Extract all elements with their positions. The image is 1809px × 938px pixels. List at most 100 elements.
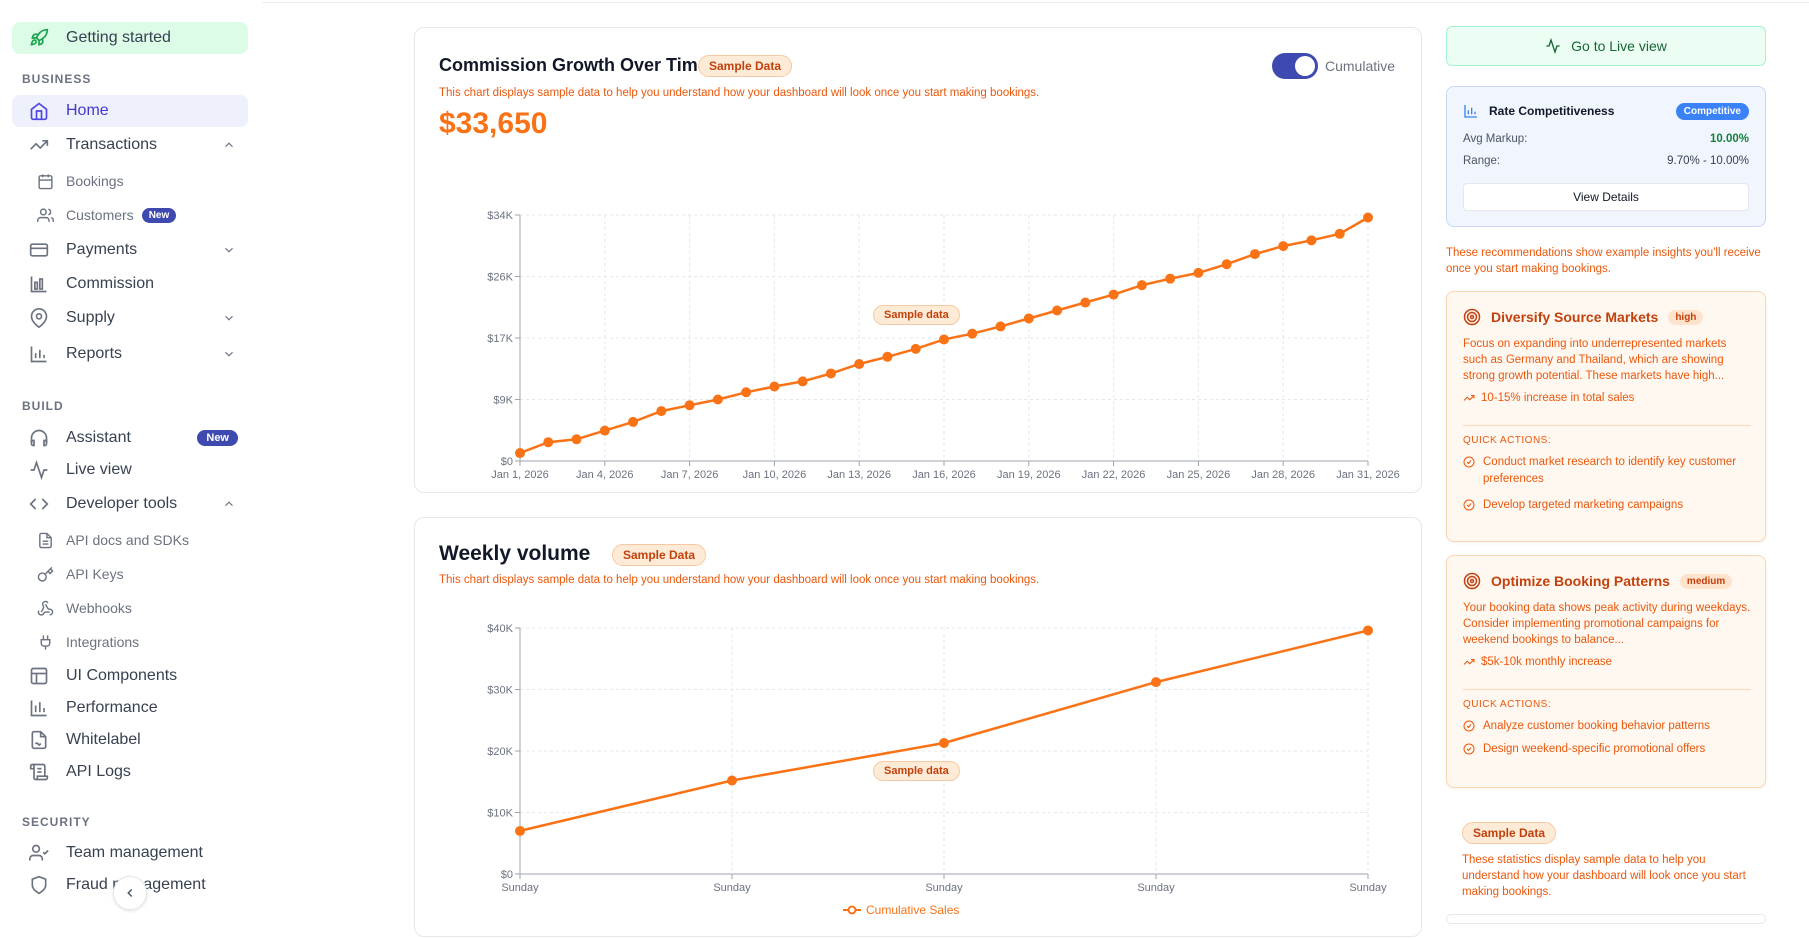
trending-up-icon [28,134,50,156]
sidebar-item-whitelabel[interactable]: Whitelabel [12,724,248,756]
chevron-left-icon [127,888,133,898]
sidebar-item-label: Payments [66,241,138,258]
quick-action-item[interactable]: Analyze customer booking behavior patter… [1463,718,1751,735]
data-point [1363,625,1373,636]
cumulative-toggle[interactable] [1272,53,1318,79]
data-point [825,368,836,379]
sidebar-item-label: Customers [66,207,134,223]
sidebar-item-performance[interactable]: Performance [12,692,248,724]
sidebar-item-assistant[interactable]: Assistant New [12,422,248,454]
sidebar-item-ui-components[interactable]: UI Components [12,660,248,692]
data-point [797,376,808,387]
sidebar-item-customers[interactable]: Customers New [28,199,248,231]
sidebar-item-label: Developer tools [66,495,178,512]
chevron-down-icon[interactable] [222,311,236,325]
quick-action-text: Conduct market research to identify key … [1483,456,1737,485]
chevron-down-icon[interactable] [222,347,236,361]
data-point [1363,212,1373,223]
y-tick-label: $0 [501,869,513,881]
code-icon [28,493,50,515]
sidebar-item-label: Getting started [66,29,171,46]
quick-actions-label: QUICK ACTIONS: [1463,699,1552,710]
x-tick-label: Jan 28, 2026 [1251,469,1315,481]
x-tick-label: Jan 7, 2026 [661,469,719,481]
recommendation-title: Diversify Source Markets [1491,309,1659,325]
view-details-button[interactable]: View Details [1463,183,1749,211]
check-circle-icon [1463,499,1475,511]
sidebar-item-home[interactable]: Home [12,95,248,127]
sidebar-item-supply[interactable]: Supply [12,302,248,334]
data-point [628,416,639,427]
sidebar-item-commission[interactable]: Commission [12,268,248,300]
data-point [1136,280,1147,291]
commission-total: $33,650 [439,107,548,140]
data-point [684,400,695,411]
y-tick-label: $17K [487,333,513,345]
sidebar-item-reports[interactable]: Reports [12,338,248,370]
user-check-icon [28,842,50,864]
card-title: Weekly volume [439,542,591,565]
sidebar-item-api-logs[interactable]: API Logs [12,756,248,788]
chart-icon [28,343,50,365]
sidebar-item-getting-started[interactable]: Getting started [12,22,248,54]
x-tick-label: Jan 25, 2026 [1167,469,1231,481]
sample-data-note: This chart displays sample data to help … [439,87,1040,99]
recommendation-title: Optimize Booking Patterns [1491,573,1670,589]
quick-action-item[interactable]: Design weekend-specific promotional offe… [1463,741,1751,758]
sidebar-item-live-view[interactable]: Live view [12,454,248,486]
card-title: Commission Growth Over Time [439,55,708,75]
data-point [1151,677,1161,688]
data-point [1249,249,1260,260]
data-point [1193,267,1204,278]
weekly-volume-line-chart: $0 $10K $20K $30K $40K Sunday Sunday Sunday Sund… [487,623,1387,917]
go-to-live-view-button[interactable]: Go to Live view [1446,26,1766,66]
data-point [1306,235,1317,246]
sidebar-item-integrations[interactable]: Integrations [28,626,248,658]
avg-markup-label: Avg Markup: [1463,133,1528,145]
sidebar-item-webhooks[interactable]: Webhooks [28,592,248,624]
y-tick-label: $26K [487,272,513,284]
sidebar-item-label: Webhooks [66,600,132,616]
statistics-card [1446,914,1766,924]
sidebar-item-api-keys[interactable]: API Keys [28,558,248,590]
chevron-up-icon[interactable] [222,497,236,511]
sidebar-item-api-docs[interactable]: API docs and SDKs [28,524,248,556]
quick-action-item[interactable]: Conduct market research to identify key … [1463,454,1751,488]
bar-chart-icon [28,697,50,719]
sidebar-item-bookings[interactable]: Bookings [28,165,248,197]
plug-icon [36,633,54,651]
data-point [515,448,525,459]
collapse-sidebar-button[interactable] [113,876,147,910]
quick-action-text: Develop targeted marketing campaigns [1483,499,1684,511]
new-badge: New [141,207,177,223]
range-label: Range: [1463,155,1501,167]
data-point [939,738,949,749]
layout-icon [28,665,50,687]
data-point [939,334,949,345]
legend-label: Cumulative Sales [866,903,959,917]
sidebar-item-transactions[interactable]: Transactions [12,129,248,161]
range-row: Range: 9.70% - 10.00% [1463,155,1749,167]
sidebar-item-payments[interactable]: Payments [12,234,248,266]
data-point [599,425,610,436]
sidebar-item-developer-tools[interactable]: Developer tools [12,488,248,520]
data-point [571,434,582,445]
sample-data-badge: Sample Data [612,544,707,566]
priority-badge: medium [1679,573,1733,589]
legend-swatch-marker [847,905,857,915]
sidebar-item-label: API docs and SDKs [66,532,189,548]
avg-markup-row: Avg Markup: 10.00% [1463,133,1749,145]
commission-growth-card: Commission Growth Over Time Sample Data … [414,27,1422,493]
sidebar-item-label: Performance [66,699,158,716]
chevron-down-icon[interactable] [222,243,236,257]
y-tick-label: $0 [501,456,513,468]
bar-chart-icon [1464,105,1477,118]
activity-icon [1546,38,1560,54]
quick-action-item[interactable]: Develop targeted marketing campaigns [1463,497,1751,514]
x-tick-label: Sunday [1349,882,1387,894]
chevron-up-icon[interactable] [222,138,236,152]
scroll-icon [28,761,50,783]
check-circle-icon [1463,456,1475,468]
webhook-icon [36,599,54,617]
sidebar-item-team-management[interactable]: Team management [12,837,248,869]
